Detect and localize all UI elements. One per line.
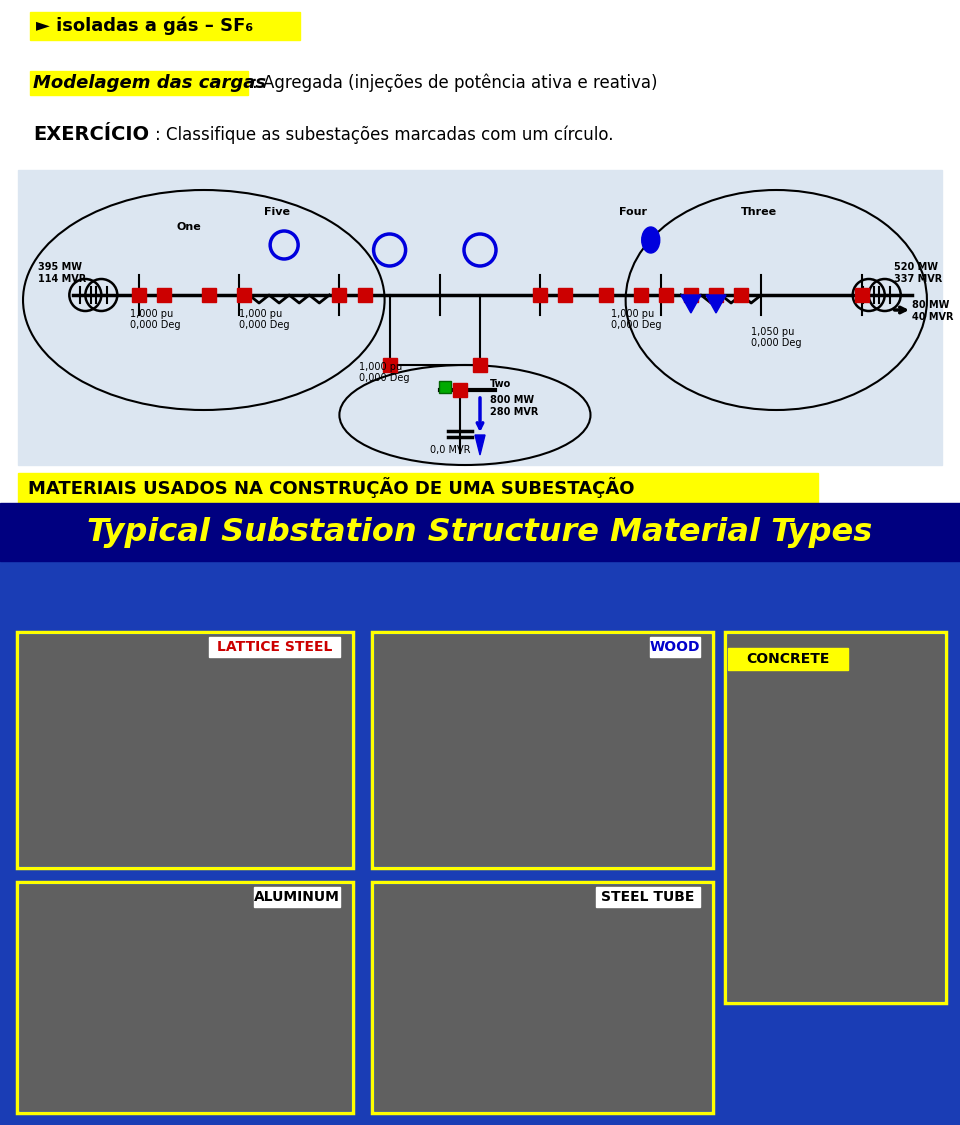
Text: 0,000 Deg: 0,000 Deg: [239, 319, 290, 330]
Bar: [18, 170, 942, 465]
Bar: [237, 288, 251, 302]
Bar: [30, 12, 300, 40]
Bar: [728, 634, 943, 1000]
Bar: [598, 288, 612, 302]
Bar: [453, 382, 467, 397]
Text: 337 MVR: 337 MVR: [894, 274, 942, 284]
Polygon shape: [681, 295, 701, 313]
Text: 80 MW: 80 MW: [912, 300, 949, 310]
Text: 0,000 Deg: 0,000 Deg: [611, 319, 661, 330]
Bar: [132, 288, 146, 302]
Bar: [596, 886, 700, 907]
Bar: [156, 288, 171, 302]
Ellipse shape: [641, 227, 660, 253]
Text: Three: Three: [741, 207, 778, 217]
Bar: [20, 885, 350, 1110]
Bar: [559, 288, 572, 302]
Bar: [728, 648, 848, 670]
Text: 0,0 MVR: 0,0 MVR: [430, 446, 470, 454]
Bar: [202, 288, 216, 302]
Text: 395 MW: 395 MW: [38, 262, 83, 272]
Bar: [18, 472, 818, 503]
Bar: [375, 885, 710, 1110]
Bar: [17, 882, 353, 1113]
Bar: [533, 288, 547, 302]
Bar: [634, 288, 648, 302]
Bar: [473, 358, 487, 372]
Text: 114 MVR: 114 MVR: [38, 274, 86, 284]
Text: WOOD: WOOD: [650, 640, 700, 654]
Bar: [357, 288, 372, 302]
Text: 1,000 pu: 1,000 pu: [359, 362, 403, 372]
Bar: [0, 561, 960, 1125]
Text: 1,000 pu: 1,000 pu: [611, 309, 654, 319]
Text: 0,000 Deg: 0,000 Deg: [131, 319, 181, 330]
Bar: [854, 288, 869, 302]
Bar: [709, 288, 723, 302]
Polygon shape: [475, 435, 485, 454]
Bar: [659, 288, 673, 302]
Text: CONCRETE: CONCRETE: [746, 652, 829, 666]
Text: LATTICE STEEL: LATTICE STEEL: [217, 640, 333, 654]
Text: 520 MW: 520 MW: [894, 262, 938, 272]
Text: 40 MVR: 40 MVR: [912, 312, 953, 322]
Bar: [17, 632, 353, 869]
Bar: [439, 381, 451, 393]
Bar: [20, 634, 350, 865]
Bar: [650, 637, 700, 657]
Text: EXERCÍCIO: EXERCÍCIO: [33, 126, 149, 144]
Bar: [725, 632, 946, 1004]
Bar: [0, 503, 960, 561]
Text: 1,000 pu: 1,000 pu: [131, 309, 174, 319]
Text: 280 MVR: 280 MVR: [490, 407, 539, 417]
Text: Five: Five: [264, 207, 290, 217]
Polygon shape: [706, 295, 726, 313]
Text: Four: Four: [618, 207, 647, 217]
Bar: [375, 634, 710, 865]
Text: 1,000 pu: 1,000 pu: [239, 309, 282, 319]
Text: STEEL TUBE: STEEL TUBE: [601, 890, 695, 904]
Text: ► isoladas a gás – SF₆: ► isoladas a gás – SF₆: [36, 17, 253, 35]
Text: 1,050 pu: 1,050 pu: [751, 327, 795, 338]
Bar: [734, 288, 748, 302]
Text: : Agregada (injeções de potência ativa e reativa): : Agregada (injeções de potência ativa e…: [252, 74, 658, 92]
Text: Modelagem das cargas: Modelagem das cargas: [33, 74, 266, 92]
Bar: [209, 637, 340, 657]
Bar: [30, 71, 248, 94]
Bar: [684, 288, 698, 302]
Bar: [372, 882, 713, 1113]
Text: 0,000 Deg: 0,000 Deg: [751, 338, 802, 348]
Text: 0,000 Deg: 0,000 Deg: [359, 374, 410, 382]
Text: MATERIAIS USADOS NA CONSTRUÇÃO DE UMA SUBESTAÇÃO: MATERIAIS USADOS NA CONSTRUÇÃO DE UMA SU…: [28, 477, 635, 498]
Text: 800 MW: 800 MW: [490, 395, 534, 405]
Text: One: One: [177, 222, 202, 232]
Bar: [383, 358, 396, 372]
Bar: [372, 632, 713, 869]
Text: Two: Two: [490, 379, 512, 389]
Text: ALUMINUM: ALUMINUM: [254, 890, 340, 904]
Text: Typical Substation Structure Material Types: Typical Substation Structure Material Ty…: [87, 516, 873, 548]
Bar: [254, 886, 340, 907]
Bar: [332, 288, 347, 302]
Text: : Classifique as subestações marcadas com um círculo.: : Classifique as subestações marcadas co…: [155, 126, 613, 144]
